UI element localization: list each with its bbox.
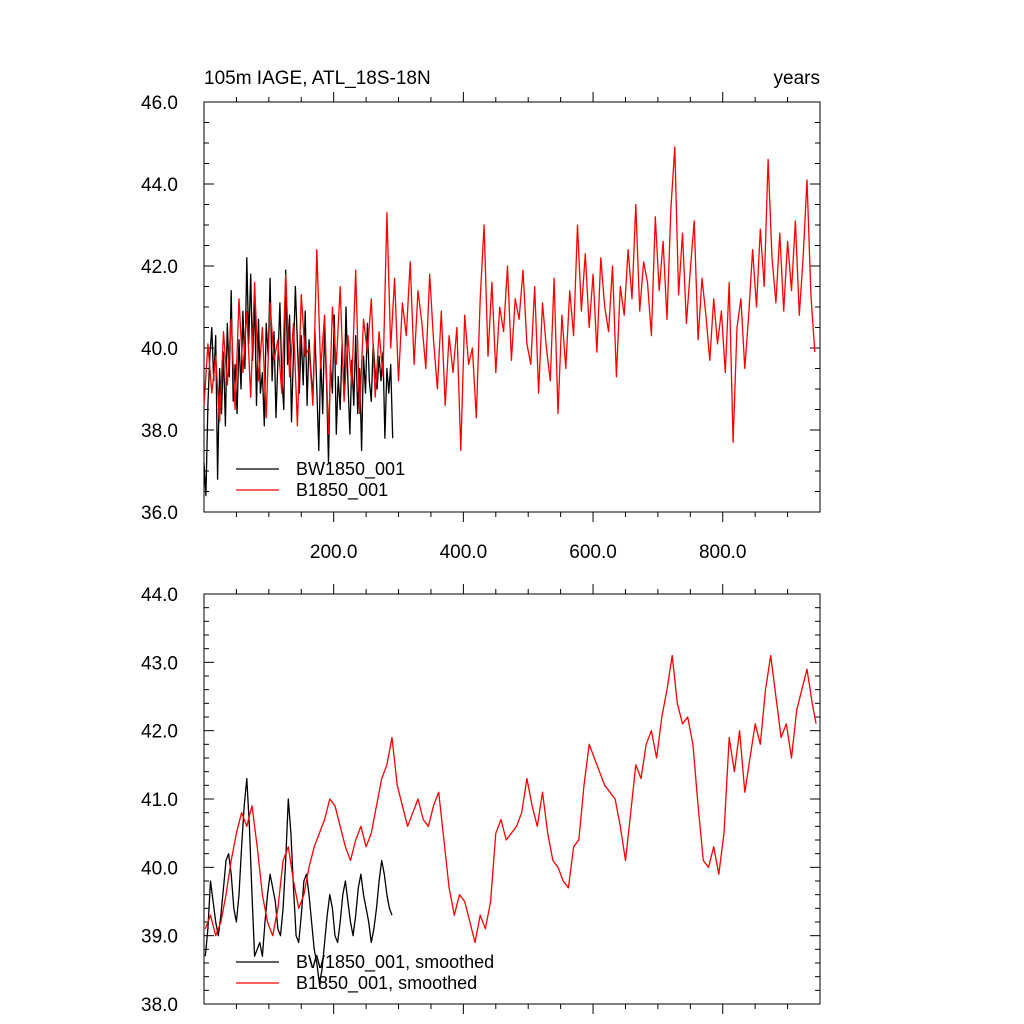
x-tick-label: 400.0	[440, 542, 488, 563]
y-tick-label: 43.0	[141, 653, 178, 674]
chart-units: years	[774, 68, 820, 89]
series-line-b1850	[203, 146, 816, 452]
y-tick-label: 38.0	[141, 995, 178, 1016]
x-tick-label: 200.0	[310, 542, 358, 563]
y-tick-label: 36.0	[141, 503, 178, 524]
chart-title: 105m IAGE, ATL_18S-18N	[204, 68, 431, 89]
y-tick-label: 40.0	[141, 339, 178, 360]
plot-frame	[203, 593, 821, 1005]
x-tick-label: 800.0	[699, 542, 747, 563]
y-tick-label: 39.0	[141, 927, 178, 948]
series-line-bw1850	[204, 777, 393, 985]
y-tick-label: 42.0	[141, 722, 178, 743]
series-line-bw1850	[203, 257, 394, 497]
y-tick-label: 41.0	[141, 790, 178, 811]
y-tick-label: 46.0	[141, 93, 178, 114]
y-tick-label: 38.0	[141, 421, 178, 442]
legend-label: B1850_001, smoothed	[296, 973, 477, 994]
legend-label: BW1850_001	[296, 459, 405, 480]
y-tick-label: 42.0	[141, 257, 178, 278]
y-tick-label: 40.0	[141, 858, 178, 879]
top-panel: 36.0 38.0 40.0 42.0 44.0 46.0 200.0 400.0 600.0 8…	[141, 92, 821, 563]
x-tick-label: 600.0	[569, 542, 617, 563]
y-tick-label: 44.0	[141, 585, 178, 606]
legend-label: B1850_001	[296, 480, 388, 501]
bottom-panel: 38.0 39.0 40.0 41.0 42.0 43.0 44.0 BW1850_001, …	[141, 584, 821, 1016]
series-line-b1850	[204, 654, 817, 944]
legend-label: BW1850_001, smoothed	[296, 952, 494, 973]
y-tick-label: 44.0	[141, 175, 178, 196]
